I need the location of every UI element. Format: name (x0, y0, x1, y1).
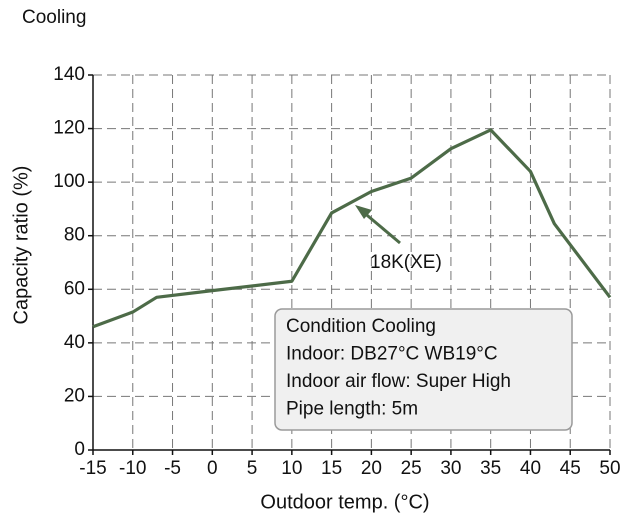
x-tick-label: 30 (440, 458, 461, 479)
x-tick-label: 25 (401, 458, 422, 479)
y-tick-label: 100 (53, 171, 85, 192)
x-tick-label: 5 (247, 458, 258, 479)
y-tick-label: 40 (64, 332, 85, 353)
y-tick-label: 80 (64, 225, 85, 246)
x-tick-label: 35 (480, 458, 501, 479)
y-axis-label: Capacity ratio (%) (10, 166, 32, 325)
data-line (92, 128, 612, 329)
x-tick-label: 45 (560, 458, 581, 479)
annotation-arrowhead (355, 205, 372, 219)
y-tick-label: 60 (64, 278, 85, 299)
condition-text: Pipe length: 5m (286, 399, 418, 420)
chart-title: Cooling (22, 7, 86, 28)
annotation-arrow (361, 209, 401, 245)
x-tick-label: 15 (321, 458, 342, 479)
x-tick-label: 20 (361, 458, 382, 479)
condition-text: Indoor: DB27°C WB19°C (286, 344, 498, 365)
series-label: 18K(XE) (370, 252, 442, 273)
x-tick-label: 0 (207, 458, 218, 479)
x-tick-label: -15 (79, 458, 106, 479)
x-tick-label: 10 (281, 458, 302, 479)
condition-text: Condition Cooling (286, 316, 436, 337)
x-tick-label: 40 (520, 458, 541, 479)
x-tick-label: -10 (119, 458, 146, 479)
y-tick-label: 140 (53, 64, 85, 85)
y-tick-label: 20 (64, 385, 85, 406)
condition-text: Indoor air flow: Super High (286, 371, 511, 392)
condition-box (274, 308, 573, 431)
y-tick-label: 120 (53, 118, 85, 139)
x-axis-label: Outdoor temp. (°C) (260, 491, 429, 513)
y-tick-label: 0 (74, 439, 85, 460)
x-tick-label: -5 (164, 458, 181, 479)
x-tick-label: 50 (599, 458, 620, 479)
